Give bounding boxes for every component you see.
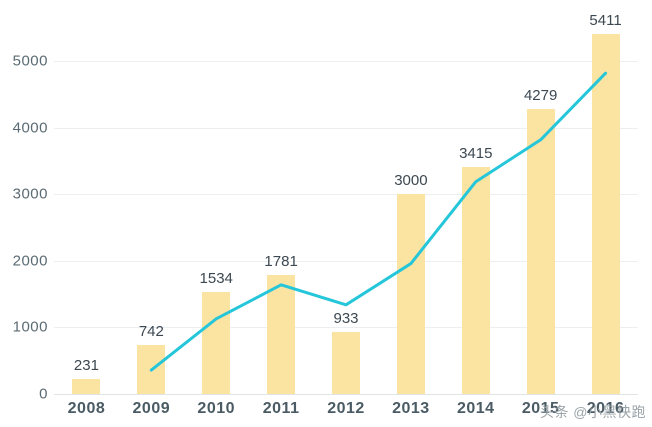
bar: [267, 275, 296, 394]
y-axis: 0 1000 2000 3000 4000 5000: [0, 8, 48, 403]
x-tick-label: 2016: [586, 400, 625, 417]
x-tick-label: 2011: [262, 400, 300, 417]
x-tick-label: 2010: [197, 400, 236, 417]
bar: [396, 194, 425, 394]
x-tick-label: 2015: [521, 400, 560, 417]
x-tick-label: 2013: [392, 400, 430, 417]
bar-value-label: 1781: [264, 253, 298, 271]
line-series: [149, 71, 608, 372]
bar: [202, 291, 231, 394]
bar-value-label: 3000: [394, 172, 428, 190]
bar-value-label: 5411: [589, 11, 622, 29]
plot-area: 231 742 1534 1781 933 3000 3415 4279 5411: [54, 8, 638, 395]
gridline-5000: [54, 61, 638, 63]
bar-value-label: 933: [333, 309, 359, 327]
bar: [591, 33, 620, 394]
bar-value-label: 4279: [523, 87, 558, 105]
y-tick-label: 5000: [12, 52, 48, 70]
watermark: 头条 @小黑快跑: [539, 404, 646, 420]
bar-value-label: 1534: [199, 269, 233, 287]
gridline-0: [54, 394, 638, 395]
bar-value-label: 3415: [459, 144, 493, 162]
gridline-3000: [54, 194, 638, 196]
bar: [332, 331, 360, 394]
gridline-4000: [54, 127, 638, 129]
bar: [526, 109, 555, 394]
line-path: [149, 71, 608, 372]
x-tick-label: 2008: [67, 400, 106, 417]
y-tick-label: 4000: [12, 119, 48, 137]
x-tick-label: 2012: [327, 400, 365, 417]
y-tick-label: 3000: [12, 185, 48, 203]
x-axis: 2008 2009 2010 2011 2012 2013 2014 2015 2016: [54, 398, 638, 426]
bar-value-label: 742: [138, 322, 164, 340]
bar: [461, 166, 490, 394]
gridline-1000: [54, 327, 638, 329]
x-tick-label: 2009: [132, 400, 171, 417]
x-tick-label: 2014: [456, 400, 495, 417]
y-tick-label: 2000: [12, 252, 48, 270]
y-tick-label: 0: [39, 385, 48, 403]
bar: [72, 378, 101, 394]
y-tick-label: 1000: [12, 318, 48, 336]
bar-value-label: 231: [73, 356, 99, 374]
gridline-2000: [54, 260, 638, 262]
